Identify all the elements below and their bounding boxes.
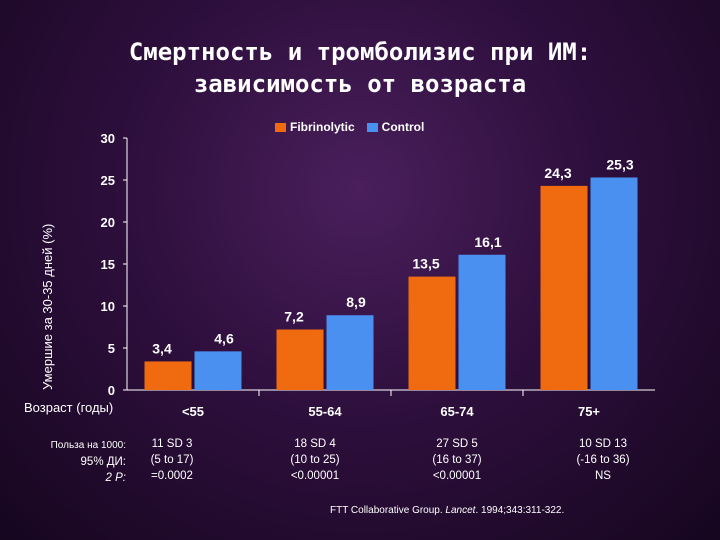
stat-p: <0.00001 bbox=[432, 470, 482, 482]
legend-label-control: Control bbox=[381, 120, 425, 134]
benefit-label: Польза на 1000: bbox=[50, 440, 126, 451]
data-label: 3,4 bbox=[152, 340, 172, 356]
stat-ci: (-16 to 36) bbox=[576, 454, 630, 466]
y-tick-label: 0 bbox=[108, 383, 115, 398]
ci-label: 95% ДИ: bbox=[80, 456, 126, 468]
data-label: 16,1 bbox=[474, 234, 501, 250]
bar-control bbox=[458, 254, 506, 390]
bar-control bbox=[590, 177, 638, 390]
data-label: 24,3 bbox=[544, 165, 571, 181]
data-label: 25,3 bbox=[606, 156, 633, 172]
footnote-citation: FTT Collaborative Group. Lancet. 1994;34… bbox=[330, 505, 565, 516]
stat-ci: (16 to 37) bbox=[432, 454, 482, 466]
title-line-2: зависимость от возраста bbox=[193, 70, 527, 98]
stat-ci: (10 to 25) bbox=[290, 454, 340, 466]
bar-fibrinolytic bbox=[276, 329, 324, 390]
bar-control bbox=[326, 315, 374, 390]
title-line-1: Смертность и тромболизис при ИМ: bbox=[128, 38, 592, 66]
stat-benefit: 27 SD 5 bbox=[436, 438, 478, 450]
stats-group-55-64: 18 SD 4 (10 to 25) <0.00001 bbox=[260, 436, 370, 484]
y-tick-label: 20 bbox=[101, 215, 115, 230]
stat-p: NS bbox=[595, 470, 611, 482]
y-tick-label: 15 bbox=[101, 257, 115, 272]
stats-group-under-55: 11 SD 3 (5 to 17) =0.0002 bbox=[117, 436, 227, 484]
x-tick-label: <55 bbox=[182, 404, 204, 419]
stat-benefit: 10 SD 13 bbox=[579, 438, 627, 450]
y-tick-label: 5 bbox=[108, 341, 115, 356]
x-tick-label: 55-64 bbox=[308, 404, 342, 419]
legend-label-fibrinolytic: Fibrinolytic bbox=[290, 120, 355, 134]
y-tick-label: 25 bbox=[101, 173, 115, 188]
bar-fibrinolytic bbox=[540, 185, 588, 390]
chart-legend: Fibrinolytic Control bbox=[275, 120, 436, 134]
bar-control bbox=[194, 351, 242, 390]
legend-item-control: Control bbox=[366, 120, 425, 134]
legend-item-fibrinolytic: Fibrinolytic bbox=[275, 120, 355, 134]
stats-group-65-74: 27 SD 5 (16 to 37) <0.00001 bbox=[402, 436, 512, 484]
stat-benefit: 18 SD 4 bbox=[294, 438, 336, 450]
stats-group-75-plus: 10 SD 13 (-16 to 36) NS bbox=[548, 436, 658, 484]
stat-benefit: 11 SD 3 bbox=[151, 438, 193, 450]
journal-name: Lancet bbox=[445, 505, 476, 516]
bar-fibrinolytic bbox=[408, 276, 456, 390]
data-label: 13,5 bbox=[412, 256, 439, 272]
p-label: 2 P: bbox=[105, 472, 126, 484]
y-tick-label: 10 bbox=[101, 299, 115, 314]
data-label: 7,2 bbox=[284, 309, 304, 325]
stat-ci: (5 to 17) bbox=[150, 454, 194, 466]
slide-title: Смертность и тромболизис при ИМ: зависим… bbox=[0, 36, 720, 100]
x-tick-label: 65-74 bbox=[440, 404, 474, 419]
bar-fibrinolytic bbox=[144, 361, 192, 390]
stat-p: =0.0002 bbox=[151, 470, 193, 482]
data-label: 4,6 bbox=[214, 330, 234, 346]
x-tick-label: 75+ bbox=[578, 404, 600, 419]
legend-swatch-fibrinolytic bbox=[275, 122, 286, 132]
stat-p: <0.00001 bbox=[290, 470, 340, 482]
legend-swatch-control bbox=[366, 122, 378, 132]
data-label: 8,9 bbox=[346, 294, 366, 310]
benefit-row-labels: Польза на 1000: 95% ДИ: 2 P: bbox=[28, 438, 126, 486]
y-tick-label: 30 bbox=[101, 131, 115, 146]
x-axis-label: Возраст (годы) bbox=[24, 400, 114, 415]
